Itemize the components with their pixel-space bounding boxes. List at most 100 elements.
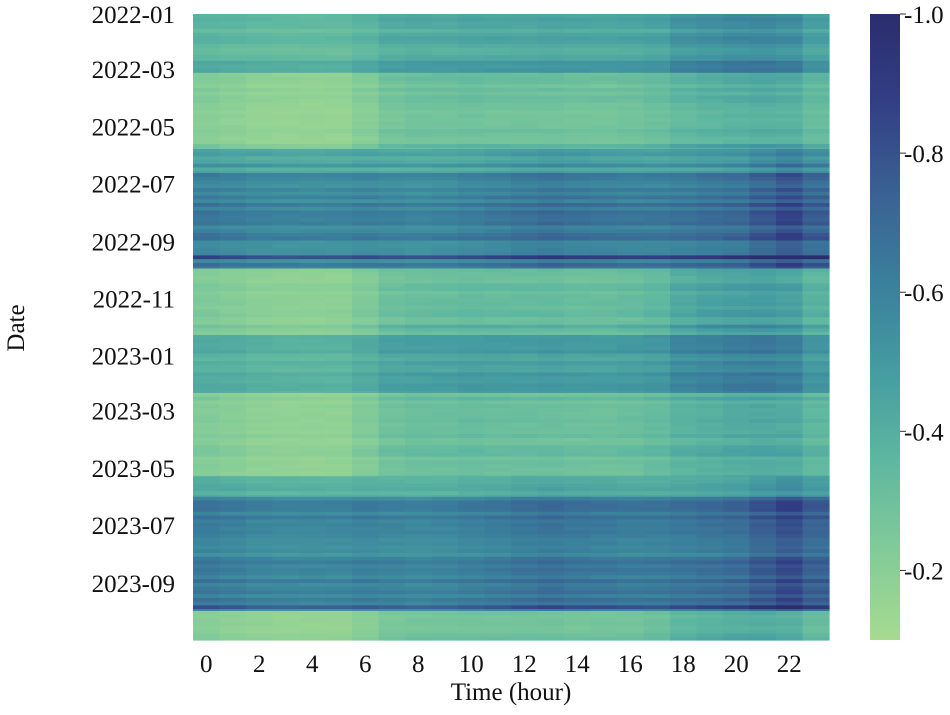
heat-cell	[352, 460, 380, 465]
heat-cell	[564, 556, 592, 562]
heat-cell	[537, 545, 565, 550]
heat-cell	[378, 302, 406, 307]
heat-cell	[405, 114, 433, 119]
heat-cell	[590, 491, 618, 496]
heat-cell	[193, 36, 221, 41]
heat-cell	[219, 95, 247, 100]
heat-cell	[617, 605, 645, 610]
heat-cell	[378, 407, 406, 413]
heat-cell	[511, 494, 539, 498]
heat-cell	[537, 479, 565, 485]
heat-cell	[564, 534, 592, 539]
heat-cell	[431, 475, 459, 477]
heat-cell	[431, 268, 459, 273]
heat-cell	[246, 597, 274, 603]
heat-cell	[749, 464, 777, 469]
heat-cell	[431, 500, 459, 505]
heat-cell	[352, 251, 380, 257]
heat-cell	[378, 437, 406, 443]
heat-cell	[643, 91, 671, 97]
heat-cell	[352, 163, 380, 169]
heat-cell	[643, 163, 671, 169]
heat-cell	[617, 64, 645, 69]
heat-cell	[272, 346, 300, 351]
heat-cell	[643, 244, 671, 249]
heat-cell	[776, 236, 804, 242]
heat-cell	[749, 392, 777, 398]
heat-cell	[378, 173, 406, 178]
heat-cell	[219, 117, 247, 123]
heat-cell	[802, 76, 830, 82]
heat-cell	[617, 232, 645, 238]
heat-cell	[590, 51, 618, 56]
heat-cell	[325, 47, 353, 53]
heat-cell	[458, 43, 486, 49]
heat-cell	[802, 564, 830, 569]
heat-cell	[405, 184, 433, 189]
heat-cell	[193, 76, 221, 82]
heat-cell	[246, 99, 274, 104]
heat-cell	[272, 637, 300, 641]
heat-cell	[405, 268, 433, 273]
heat-cell	[696, 259, 724, 264]
heat-cell	[511, 199, 539, 204]
heat-cell	[696, 199, 724, 204]
heat-cell	[378, 400, 406, 405]
heat-cell	[511, 332, 539, 336]
heat-cell	[193, 255, 221, 260]
heat-cell	[776, 283, 804, 288]
heat-cell	[458, 121, 486, 126]
heat-cell	[749, 541, 777, 547]
heat-cell	[617, 32, 645, 38]
heat-cell	[431, 637, 459, 641]
heat-cell	[723, 110, 751, 115]
heat-cell	[749, 171, 777, 174]
heat-cell	[431, 17, 459, 23]
heat-cell	[193, 460, 221, 465]
heat-cell	[272, 167, 300, 172]
heat-cell	[537, 247, 565, 253]
heat-cell	[352, 346, 380, 351]
heat-cell	[272, 171, 300, 174]
heat-cell	[484, 102, 512, 108]
heat-cell	[537, 58, 565, 62]
heat-cell	[590, 494, 618, 498]
heat-cell	[378, 633, 406, 638]
heat-cell	[299, 40, 327, 45]
heat-cell	[272, 411, 300, 417]
heat-cell	[484, 244, 512, 249]
heat-cell	[643, 266, 671, 270]
heat-cell	[352, 84, 380, 89]
heat-cell	[458, 594, 486, 599]
heat-cell	[378, 637, 406, 641]
heat-cell	[723, 491, 751, 496]
heat-cell	[484, 72, 512, 74]
heat-cell	[193, 247, 221, 253]
heat-cell	[431, 147, 459, 150]
heat-cell	[590, 396, 618, 402]
heat-cell	[484, 441, 512, 446]
heat-cell	[484, 132, 512, 138]
heat-cell	[802, 334, 830, 340]
heat-cell	[405, 441, 433, 446]
heat-cell	[643, 368, 671, 373]
heat-cell	[617, 262, 645, 268]
heat-cell	[643, 496, 671, 502]
heat-cell	[802, 387, 830, 392]
heat-cell	[352, 110, 380, 115]
heat-cell	[193, 229, 221, 234]
heat-cell	[537, 255, 565, 260]
heat-cell	[431, 276, 459, 281]
heat-cell	[484, 579, 512, 584]
heat-cell	[749, 173, 777, 178]
heat-cell	[272, 526, 300, 532]
heat-cell	[219, 618, 247, 623]
heat-cell	[590, 152, 618, 157]
heat-cell	[272, 396, 300, 402]
heat-cell	[405, 404, 433, 409]
heat-cell	[696, 415, 724, 420]
heat-cell	[352, 195, 380, 200]
heat-cell	[776, 622, 804, 627]
heat-cell	[696, 55, 724, 60]
heat-cell	[670, 240, 698, 245]
